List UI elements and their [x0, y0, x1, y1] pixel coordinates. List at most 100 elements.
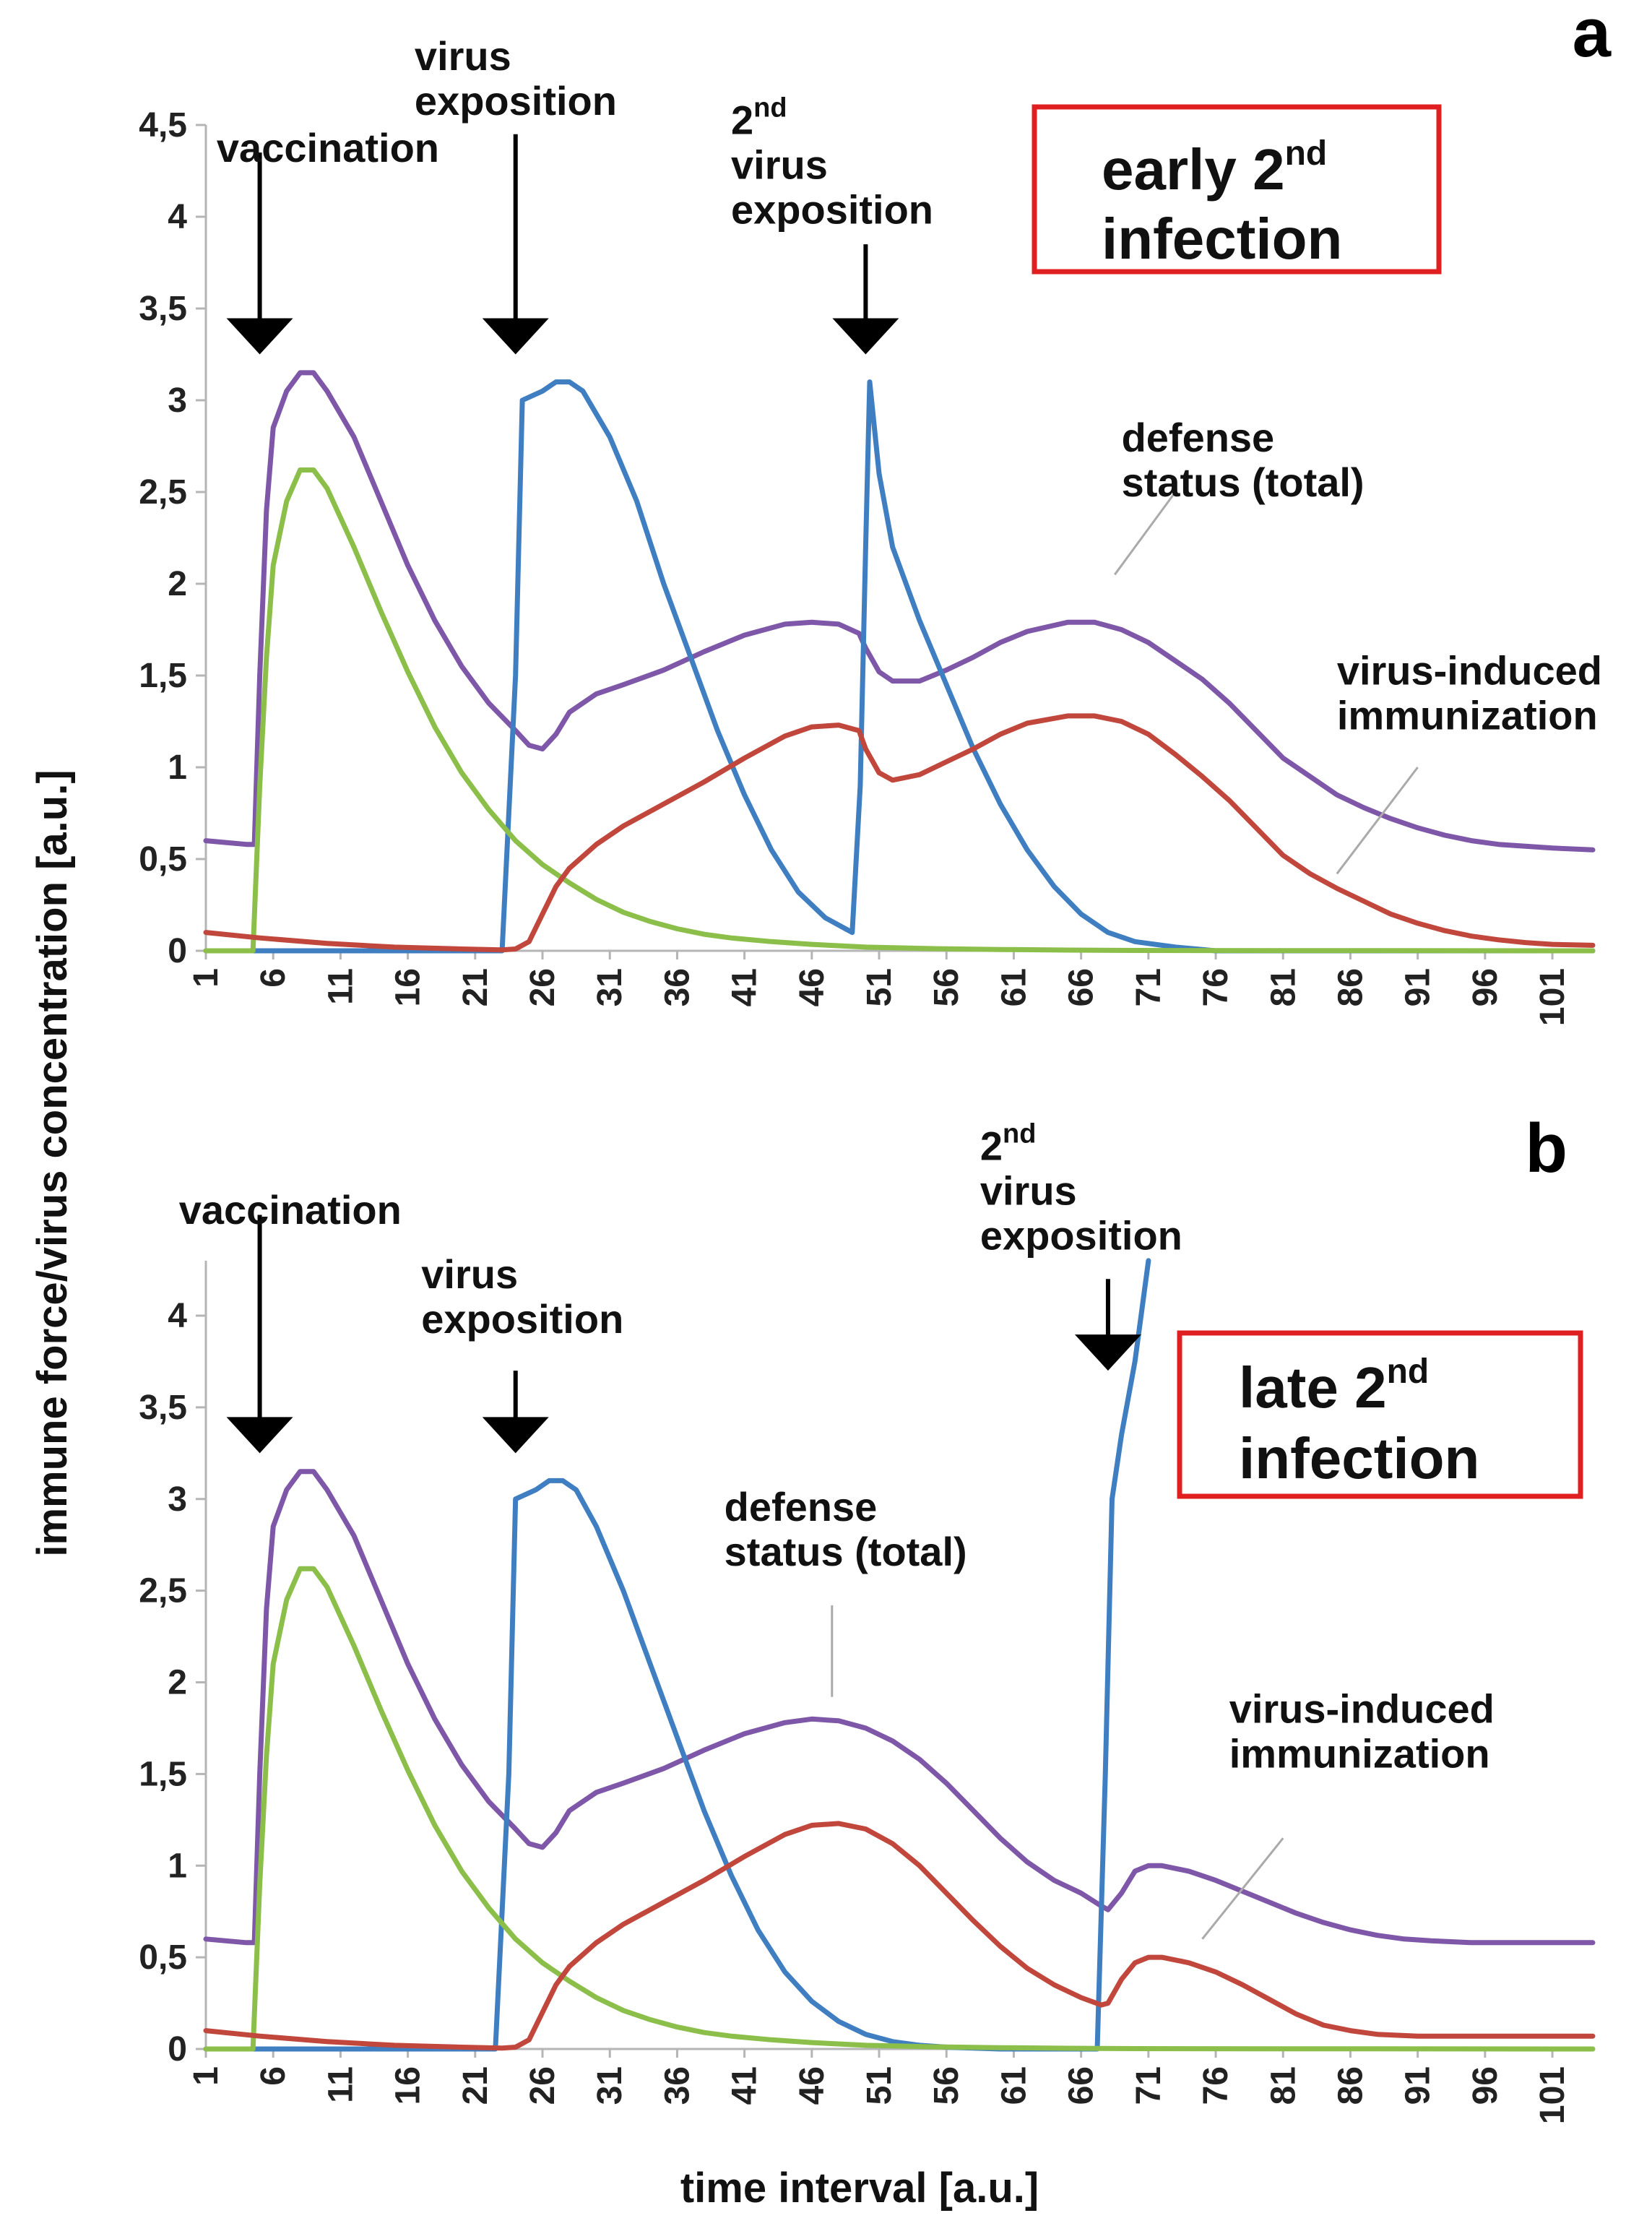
panel-b-x-tick-label: 26 — [524, 2066, 562, 2105]
panel-b-y-tick-label: 1,5 — [139, 1755, 187, 1793]
panel-b-x-tick-label: 21 — [457, 2066, 495, 2105]
panel-b-second-virus-exposition-arrow-head — [1074, 1334, 1141, 1371]
panel-b-x-tick-label: 16 — [389, 2066, 428, 2105]
panel-a-defense-status-label: status (total) — [1122, 460, 1365, 505]
panel-a-x-tick-label: 41 — [726, 968, 764, 1006]
panel-a-title-box-line2: infection — [1102, 207, 1342, 271]
panel-a-x-tick-label: 31 — [591, 968, 629, 1006]
panel-a-x-tick-label: 51 — [860, 968, 899, 1006]
panel-b-x-tick-label: 101 — [1534, 2066, 1572, 2124]
panel-a-defense-status-leader-line — [1114, 491, 1177, 576]
panel-a-x-tick-label: 81 — [1264, 968, 1302, 1006]
panel-b-y-tick-label: 4 — [168, 1297, 187, 1335]
panel-b-letter: b — [1525, 1110, 1567, 1187]
panel-a-x-tick-label: 91 — [1399, 968, 1437, 1006]
panel-b-series — [203, 1258, 1596, 2052]
panel-a-x-tick-label: 66 — [1063, 968, 1101, 1006]
panel-b-virus-induced-immunization-label: virus-induced — [1229, 1686, 1495, 1731]
panel-b-x-tick-label: 96 — [1466, 2066, 1505, 2105]
panel-b-x-tick-label: 51 — [860, 2066, 899, 2105]
panel-b-y-tick-label: 0 — [168, 2030, 187, 2068]
panel-a-defense-status-label: defense — [1122, 415, 1275, 460]
panel-a-axes: 00,511,522,533,544,51 6 11 16 21 26 31 36 41 46 51… — [139, 106, 1593, 1026]
panel-b-virus-induced-immunization-label: immunization — [1229, 1730, 1490, 1776]
panel-a-x-tick-label: 26 — [524, 968, 562, 1006]
panel-b-vaccination-label: vaccination — [179, 1187, 402, 1233]
panel-a-x-tick-label: 86 — [1331, 968, 1370, 1006]
panel-b-x-tick-label: 86 — [1331, 2066, 1370, 2105]
panel-b-x-tick-label: 6 — [254, 2066, 293, 2086]
panel-b-series-virus — [203, 1258, 1151, 2052]
panel-a-x-tick-label: 21 — [457, 968, 495, 1006]
panel-b-title-box-line2: infection — [1239, 1426, 1479, 1491]
panel-a-second-virus-exposition-label: exposition — [731, 187, 933, 233]
panel-b-virus-induced-immunization-leader-line — [1201, 1837, 1284, 1940]
panel-a-y-tick-label: 0 — [168, 932, 187, 970]
panel-b-title-box-line1: late 2nd — [1239, 1353, 1429, 1420]
panel-a-series — [203, 370, 1596, 954]
panel-a-x-tick-label: 46 — [793, 968, 831, 1006]
panel-a-second-virus-exposition-label: virus — [731, 142, 828, 188]
panel-b-x-tick-label: 81 — [1264, 2066, 1302, 2105]
panel-b-series-virus-induced-immunization — [203, 1821, 1596, 2051]
panel-a-x-tick-label: 6 — [254, 968, 293, 988]
panel-a-x-tick-label: 71 — [1130, 968, 1168, 1006]
panel-a-series-virus-induced-immunization — [203, 713, 1596, 953]
panel-b-axes: 00,511,522,533,541 6 11 16 21 26 31 36 41 46 51 56 6… — [139, 1260, 1593, 2124]
panel-a-x-tick-label: 16 — [389, 968, 428, 1006]
panel-b-y-tick-label: 3 — [168, 1480, 187, 1519]
panel-a-x-tick-label: 56 — [927, 968, 966, 1006]
panel-a-series-defense-total — [203, 370, 1596, 853]
panel-a-y-tick-label: 1,5 — [139, 657, 187, 695]
panel-b-x-tick-label: 56 — [927, 2066, 966, 2105]
panel-a-y-tick-label: 3 — [168, 381, 187, 420]
panel-a-title-box: early 2nd infection — [1032, 104, 1442, 275]
panel-b-x-tick-label: 76 — [1197, 2066, 1235, 2105]
panel-b-second-virus-exposition-label: exposition — [980, 1212, 1182, 1258]
panel-a-y-tick-label: 3,5 — [139, 290, 187, 328]
panel-b: b 00,511,522,533,541 6 11 16 21 26 31 36 41 46 51 5… — [139, 1110, 1596, 2124]
panel-a-x-tick-label: 1 — [187, 968, 225, 988]
panel-a-virus-exposition-label: exposition — [415, 78, 617, 124]
panel-a-virus-exposition-label: virus — [415, 33, 511, 79]
panel-a-virus-exposition-arrow-head — [482, 318, 549, 355]
panel-a-second-virus-exposition-arrow-head — [832, 318, 899, 355]
panel-b-y-tick-label: 0,5 — [139, 1938, 187, 1977]
panel-b-x-tick-label: 31 — [591, 2066, 629, 2105]
panel-b-y-tick-label: 2 — [168, 1664, 187, 1702]
panel-a-x-tick-label: 36 — [658, 968, 696, 1006]
panel-a-title-box-line1: early 2nd — [1102, 134, 1327, 202]
panel-a-x-tick-label: 76 — [1197, 968, 1235, 1006]
panel-a-y-tick-label: 0,5 — [139, 840, 187, 879]
panel-a-x-tick-label: 11 — [321, 968, 360, 1005]
panel-b-vaccination-arrow-head — [226, 1417, 293, 1454]
panel-a-virus-induced-immunization-label: virus-induced — [1337, 648, 1602, 694]
panel-b-second-virus-exposition-label: virus — [980, 1168, 1077, 1213]
panel-b-virus-exposition-arrow-head — [482, 1417, 549, 1454]
panel-b-x-tick-label: 66 — [1063, 2066, 1101, 2105]
panel-b-virus-exposition-label: virus — [421, 1251, 518, 1297]
panel-a: a 00,511,522,533,544,51 6 11 16 21 26 31 36 41 46… — [139, 0, 1611, 1026]
panel-a-y-tick-label: 4 — [168, 198, 187, 236]
panel-a-virus-induced-immunization-label: immunization — [1337, 693, 1598, 738]
panel-a-y-tick-label: 1 — [168, 749, 187, 787]
panel-a-x-tick-label: 101 — [1534, 968, 1572, 1026]
panel-b-y-tick-label: 3,5 — [139, 1389, 187, 1427]
panel-b-y-tick-label: 1 — [168, 1847, 187, 1885]
panel-b-x-tick-label: 61 — [995, 2066, 1033, 2105]
panel-b-arrows: vaccinationvirusexposition2ndvirusexposi… — [179, 1118, 1182, 1454]
panel-a-series-virus — [203, 379, 1596, 954]
panel-b-x-tick-label: 11 — [321, 2066, 360, 2103]
panel-b-x-tick-label: 1 — [187, 2066, 225, 2086]
panel-a-vaccination-label: vaccination — [217, 125, 439, 171]
panel-a-letter: a — [1573, 0, 1612, 72]
panel-b-x-tick-label: 41 — [726, 2066, 764, 2105]
panel-a-series-vaccine-immunization — [203, 467, 1596, 954]
panel-b-defense-status-label: status (total) — [725, 1529, 967, 1574]
panel-a-x-tick-label: 61 — [995, 968, 1033, 1006]
panel-b-x-tick-label: 91 — [1399, 2066, 1437, 2105]
